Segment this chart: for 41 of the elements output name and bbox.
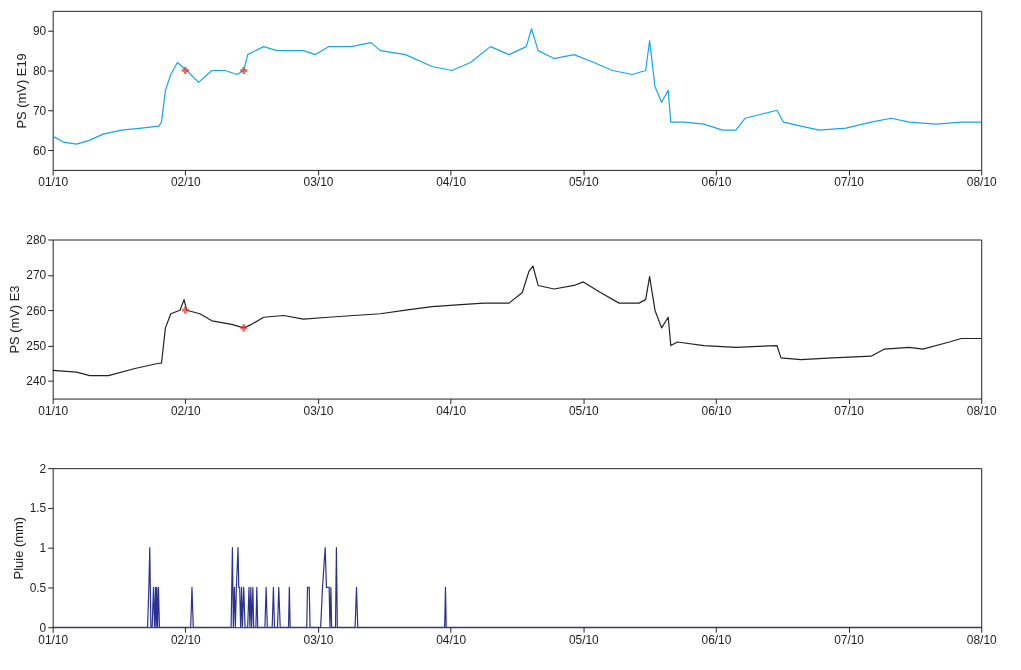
y-axis-title: PS (mV) E19 <box>14 53 29 129</box>
x-tick-label: 05/10 <box>568 403 600 418</box>
y-axis-title: Pluie (mm) <box>10 517 26 580</box>
x-tick-label: 04/10 <box>436 175 467 190</box>
x-tick-label: 01/10 <box>38 632 69 647</box>
y-tick-label: 240 <box>26 374 47 389</box>
x-tick-label: 03/10 <box>303 175 334 190</box>
x-tick-label: 02/10 <box>170 632 202 647</box>
x-tick-label: 08/10 <box>966 175 998 190</box>
x-tick-label: 03/10 <box>303 403 334 418</box>
x-tick-label: 06/10 <box>701 175 732 190</box>
x-tick-label: 02/10 <box>170 175 202 190</box>
y-tick-label: 250 <box>26 339 47 354</box>
y-tick-label: 90 <box>32 24 47 39</box>
y-tick-label: 0 <box>39 620 47 635</box>
x-tick-label: 07/10 <box>834 632 865 647</box>
y-tick-label: 0.5 <box>29 580 47 595</box>
y-tick-label: 260 <box>26 303 47 318</box>
y-tick-label: 2 <box>39 461 47 476</box>
x-tick-label: 01/10 <box>38 175 69 190</box>
x-tick-label: 08/10 <box>966 403 998 418</box>
y-tick-label: 80 <box>32 63 47 78</box>
y-tick-label: 1.5 <box>29 501 47 516</box>
y-tick-label: 280 <box>26 232 47 247</box>
x-tick-label: 02/10 <box>170 403 202 418</box>
x-tick-label: 06/10 <box>701 403 732 418</box>
x-tick-label: 07/10 <box>834 403 865 418</box>
y-tick-label: 1 <box>39 541 47 556</box>
x-tick-label: 06/10 <box>701 632 732 647</box>
x-tick-label: 05/10 <box>568 632 600 647</box>
x-tick-label: 01/10 <box>38 403 69 418</box>
y-axis-title: PS (mV) E3 <box>7 285 23 354</box>
y-tick-label: 70 <box>32 103 47 118</box>
x-tick-label: 04/10 <box>436 403 467 418</box>
x-tick-label: 03/10 <box>303 632 334 647</box>
x-tick-label: 04/10 <box>436 632 467 647</box>
x-tick-label: 05/10 <box>568 175 600 190</box>
x-tick-label: 08/10 <box>966 632 998 647</box>
y-tick-label: 60 <box>32 143 47 158</box>
x-tick-label: 07/10 <box>834 175 865 190</box>
y-tick-label: 270 <box>26 268 47 283</box>
